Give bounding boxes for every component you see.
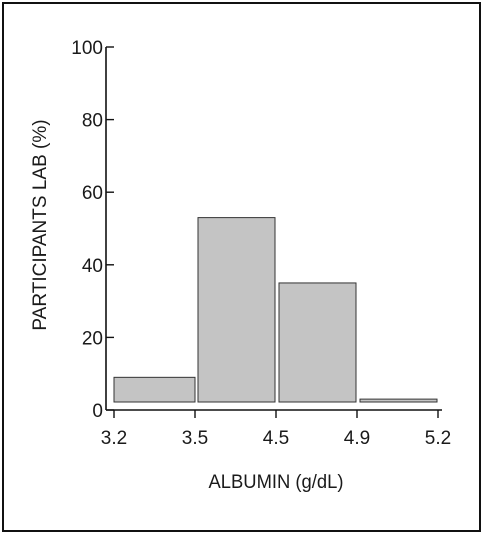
bar-2 — [197, 217, 276, 403]
bar-1 — [113, 376, 196, 403]
x-tick-label: 3.2 — [101, 428, 127, 449]
y-tick-label: 100 — [71, 38, 103, 59]
y-tick-label: 40 — [82, 256, 103, 277]
bars-group — [113, 217, 438, 403]
x-axis-title: ALBUMIN (g/dL) — [209, 472, 344, 493]
y-axis-title: PARTICIPANTS LAB (%) — [30, 119, 51, 330]
y-tick-label: 20 — [82, 328, 103, 349]
x-tick-label: 4.9 — [344, 428, 370, 449]
y-tick-label: 0 — [92, 401, 103, 422]
x-tick-label: 5.2 — [425, 428, 451, 449]
bar-4 — [359, 398, 438, 403]
x-tick-label: 3.5 — [182, 428, 208, 449]
y-tick-label: 80 — [82, 111, 103, 132]
x-tick-label: 4.5 — [263, 428, 289, 449]
labels-group: ALBUMIN (g/dL) PARTICIPANTS LAB (%) 0 20 4… — [30, 38, 451, 493]
bar-3 — [278, 282, 357, 403]
axes-group — [105, 46, 442, 418]
y-tick-label: 60 — [82, 183, 103, 204]
